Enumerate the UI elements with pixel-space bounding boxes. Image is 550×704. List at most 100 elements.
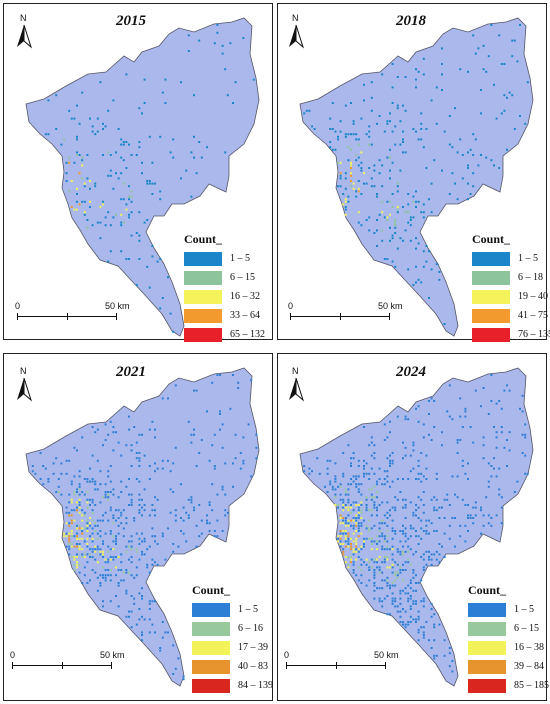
north-arrow-icon bbox=[289, 24, 305, 49]
hotspot-cells bbox=[303, 374, 529, 673]
legend-item: 65 – 132 bbox=[184, 325, 265, 344]
map-legend: Count_ 1 – 5 6 – 15 16 – 38 39 – 84 85 –… bbox=[468, 583, 549, 695]
legend-item: 6 – 15 bbox=[468, 619, 549, 638]
legend-label: 19 – 40 bbox=[518, 291, 548, 302]
hotspot-cells bbox=[31, 374, 258, 681]
north-arrow: N bbox=[285, 366, 307, 402]
north-arrow-icon bbox=[289, 377, 305, 402]
legend-swatch bbox=[468, 659, 506, 674]
scale-distance-label: 50 km bbox=[374, 650, 399, 660]
legend-title: Count_ bbox=[468, 583, 507, 597]
hotspot-cells bbox=[44, 24, 255, 333]
scale-distance-label: 50 km bbox=[100, 650, 125, 660]
legend-label: 16 – 32 bbox=[230, 291, 260, 302]
scale-bar: 0 50 km bbox=[10, 650, 125, 680]
legend-label: 6 – 16 bbox=[238, 623, 263, 634]
legend-swatch bbox=[184, 308, 222, 323]
legend-swatch bbox=[184, 289, 222, 304]
legend-item: 1 – 5 bbox=[192, 600, 273, 619]
map-year-title: 2015 bbox=[116, 13, 146, 29]
legend-item: 84 – 139 bbox=[192, 676, 273, 695]
map-legend: Count_ 1 – 5 6 – 18 19 – 40 41 – 75 76 –… bbox=[472, 232, 550, 344]
legend-item: 85 – 185 bbox=[468, 676, 549, 695]
map-panel-2015: 2015 N Count_ 1 – 5 6 – 15 16 – 32 33 – … bbox=[3, 3, 273, 342]
legend-label: 1 – 5 bbox=[238, 604, 258, 615]
hotspot-cells bbox=[303, 24, 529, 325]
legend-swatch bbox=[192, 640, 230, 655]
legend-title: Count_ bbox=[192, 583, 231, 597]
legend-label: 40 – 83 bbox=[238, 661, 268, 672]
legend-label: 1 – 5 bbox=[518, 253, 538, 264]
legend-label: 6 – 15 bbox=[230, 272, 255, 283]
map-year-title: 2018 bbox=[396, 13, 426, 29]
legend-swatch bbox=[192, 602, 230, 617]
legend-label: 6 – 15 bbox=[514, 623, 539, 634]
legend-item: 1 – 5 bbox=[472, 249, 550, 268]
legend-swatch bbox=[472, 270, 510, 285]
legend-item: 41 – 75 bbox=[472, 306, 550, 325]
north-label: N bbox=[292, 13, 299, 23]
map-legend: Count_ 1 – 5 6 – 15 16 – 32 33 – 64 65 –… bbox=[184, 232, 265, 344]
legend-label: 39 – 84 bbox=[514, 661, 544, 672]
legend-swatch bbox=[472, 251, 510, 266]
legend-swatch bbox=[184, 251, 222, 266]
legend-swatch bbox=[468, 621, 506, 636]
map-year-title: 2024 bbox=[396, 364, 426, 380]
legend-item: 17 – 39 bbox=[192, 638, 273, 657]
north-arrow: N bbox=[13, 13, 35, 49]
legend-item: 6 – 18 bbox=[472, 268, 550, 287]
legend-swatch bbox=[192, 621, 230, 636]
map-year-title: 2021 bbox=[116, 364, 146, 380]
map-panel-2024: 2024 N Count_ 1 – 5 6 – 15 16 – 38 39 – … bbox=[277, 353, 549, 701]
region-boundary bbox=[25, 17, 260, 337]
legend-item: 6 – 16 bbox=[192, 619, 273, 638]
map-panel-2018: 2018 N Count_ 1 – 5 6 – 18 19 – 40 41 – … bbox=[277, 3, 550, 342]
legend-title: Count_ bbox=[184, 232, 223, 246]
north-label: N bbox=[20, 13, 27, 23]
region-boundary bbox=[299, 367, 534, 687]
legend-swatch bbox=[184, 270, 222, 285]
legend-label: 1 – 5 bbox=[514, 604, 534, 615]
scale-zero-label: 0 bbox=[288, 301, 294, 311]
legend-label: 41 – 75 bbox=[518, 310, 548, 321]
legend-label: 6 – 18 bbox=[518, 272, 543, 283]
north-arrow-icon bbox=[17, 377, 33, 402]
scale-bar: 0 50 km bbox=[15, 301, 130, 331]
scale-distance-label: 50 km bbox=[378, 301, 403, 311]
region-map bbox=[299, 17, 534, 337]
legend-label: 33 – 64 bbox=[230, 310, 260, 321]
legend-item: 1 – 5 bbox=[468, 600, 549, 619]
north-arrow-icon bbox=[17, 24, 33, 49]
north-arrow: N bbox=[13, 366, 35, 402]
scale-zero-label: 0 bbox=[10, 650, 16, 660]
legend-item: 16 – 38 bbox=[468, 638, 549, 657]
legend-swatch bbox=[472, 308, 510, 323]
region-boundary bbox=[25, 367, 260, 687]
region-map bbox=[25, 17, 260, 337]
map-panel-2021: 2021 N Count_ 1 – 5 6 – 16 17 – 39 40 – … bbox=[3, 353, 273, 701]
north-label: N bbox=[20, 366, 27, 376]
legend-title: Count_ bbox=[472, 232, 511, 246]
legend-item: 40 – 83 bbox=[192, 657, 273, 676]
legend-item: 16 – 32 bbox=[184, 287, 265, 306]
map-legend: Count_ 1 – 5 6 – 16 17 – 39 40 – 83 84 –… bbox=[192, 583, 273, 695]
legend-swatch bbox=[468, 678, 506, 693]
legend-label: 1 – 5 bbox=[230, 253, 250, 264]
legend-item: 39 – 84 bbox=[468, 657, 549, 676]
legend-swatch bbox=[472, 327, 510, 342]
legend-label: 84 – 139 bbox=[238, 680, 273, 691]
legend-item: 6 – 15 bbox=[184, 268, 265, 287]
north-label: N bbox=[292, 366, 299, 376]
legend-item: 33 – 64 bbox=[184, 306, 265, 325]
region-map bbox=[25, 367, 260, 687]
scale-zero-label: 0 bbox=[284, 650, 290, 660]
legend-item: 76 – 135 bbox=[472, 325, 550, 344]
scale-zero-label: 0 bbox=[15, 301, 21, 311]
north-arrow: N bbox=[285, 13, 307, 49]
scale-bar: 0 50 km bbox=[288, 301, 403, 331]
scale-bar: 0 50 km bbox=[284, 650, 399, 680]
legend-swatch bbox=[192, 659, 230, 674]
legend-label: 17 – 39 bbox=[238, 642, 268, 653]
legend-item: 19 – 40 bbox=[472, 287, 550, 306]
legend-swatch bbox=[192, 678, 230, 693]
